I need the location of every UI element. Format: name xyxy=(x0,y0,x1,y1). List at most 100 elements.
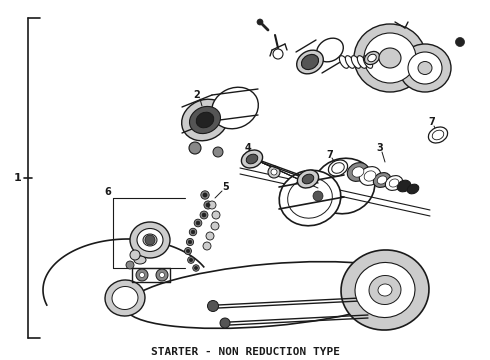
Ellipse shape xyxy=(428,127,447,143)
Ellipse shape xyxy=(347,163,368,181)
Ellipse shape xyxy=(182,99,228,141)
Ellipse shape xyxy=(377,176,387,184)
Ellipse shape xyxy=(355,262,415,318)
Ellipse shape xyxy=(351,56,361,68)
Circle shape xyxy=(145,235,155,245)
Circle shape xyxy=(186,249,190,253)
Circle shape xyxy=(271,169,277,175)
Circle shape xyxy=(189,142,201,154)
Circle shape xyxy=(313,191,323,201)
Circle shape xyxy=(193,265,199,271)
Text: 6: 6 xyxy=(105,187,111,197)
Ellipse shape xyxy=(301,54,319,69)
Ellipse shape xyxy=(105,280,145,316)
Ellipse shape xyxy=(397,180,411,192)
Circle shape xyxy=(189,258,193,262)
Circle shape xyxy=(189,228,196,236)
Ellipse shape xyxy=(359,167,381,185)
Ellipse shape xyxy=(212,87,258,129)
Circle shape xyxy=(204,201,212,209)
Ellipse shape xyxy=(279,170,341,226)
Ellipse shape xyxy=(125,262,415,328)
Circle shape xyxy=(257,19,263,25)
Circle shape xyxy=(126,261,134,269)
Text: 4: 4 xyxy=(245,143,251,153)
Circle shape xyxy=(160,273,165,278)
Circle shape xyxy=(196,221,200,225)
Circle shape xyxy=(130,250,140,260)
Ellipse shape xyxy=(288,178,332,218)
Circle shape xyxy=(200,211,208,219)
Circle shape xyxy=(273,49,283,59)
Ellipse shape xyxy=(399,44,451,92)
Circle shape xyxy=(186,238,194,246)
Text: STARTER - NON REDUCTION TYPE: STARTER - NON REDUCTION TYPE xyxy=(150,347,340,357)
Text: 5: 5 xyxy=(222,182,229,192)
Ellipse shape xyxy=(354,24,426,92)
Ellipse shape xyxy=(134,256,146,264)
Circle shape xyxy=(195,266,197,270)
Ellipse shape xyxy=(369,275,401,305)
Ellipse shape xyxy=(297,170,318,188)
Ellipse shape xyxy=(389,179,399,187)
Ellipse shape xyxy=(364,171,376,181)
Circle shape xyxy=(212,211,220,219)
Ellipse shape xyxy=(407,184,419,194)
Circle shape xyxy=(188,257,195,264)
Circle shape xyxy=(188,240,192,244)
Circle shape xyxy=(206,203,210,207)
Ellipse shape xyxy=(364,56,372,68)
Ellipse shape xyxy=(190,107,220,134)
Circle shape xyxy=(185,248,192,255)
Ellipse shape xyxy=(196,112,214,128)
Ellipse shape xyxy=(328,160,347,176)
Ellipse shape xyxy=(385,176,403,190)
Text: 1: 1 xyxy=(14,173,22,183)
Ellipse shape xyxy=(345,56,355,68)
Circle shape xyxy=(208,201,216,209)
Ellipse shape xyxy=(368,54,376,62)
Circle shape xyxy=(213,147,223,157)
Ellipse shape xyxy=(302,174,314,184)
Ellipse shape xyxy=(364,33,416,83)
Circle shape xyxy=(202,213,206,217)
Circle shape xyxy=(194,219,202,227)
Circle shape xyxy=(211,222,219,230)
Circle shape xyxy=(456,37,465,46)
Text: 7: 7 xyxy=(429,117,436,127)
Circle shape xyxy=(156,269,168,281)
Ellipse shape xyxy=(246,154,258,164)
Ellipse shape xyxy=(296,50,323,74)
Ellipse shape xyxy=(112,287,138,310)
Ellipse shape xyxy=(340,56,348,68)
Circle shape xyxy=(140,273,145,278)
Ellipse shape xyxy=(373,172,391,188)
Ellipse shape xyxy=(379,48,401,68)
Ellipse shape xyxy=(352,167,364,177)
Circle shape xyxy=(220,318,230,328)
Ellipse shape xyxy=(341,250,429,330)
Ellipse shape xyxy=(408,52,442,84)
Ellipse shape xyxy=(432,130,444,140)
Circle shape xyxy=(136,269,148,281)
Circle shape xyxy=(203,242,211,250)
Ellipse shape xyxy=(365,51,380,64)
Text: 3: 3 xyxy=(377,143,383,153)
Ellipse shape xyxy=(418,62,432,75)
Circle shape xyxy=(207,301,219,311)
Circle shape xyxy=(203,193,207,197)
Ellipse shape xyxy=(137,229,163,252)
Ellipse shape xyxy=(143,234,157,246)
Text: 2: 2 xyxy=(194,90,200,100)
Ellipse shape xyxy=(378,284,392,296)
Circle shape xyxy=(191,230,195,234)
Circle shape xyxy=(201,191,209,199)
Circle shape xyxy=(206,232,214,240)
Ellipse shape xyxy=(357,56,367,68)
Ellipse shape xyxy=(332,163,344,173)
Ellipse shape xyxy=(317,38,343,62)
Ellipse shape xyxy=(313,158,375,214)
Ellipse shape xyxy=(242,150,263,168)
Ellipse shape xyxy=(130,222,170,258)
Circle shape xyxy=(268,166,280,178)
